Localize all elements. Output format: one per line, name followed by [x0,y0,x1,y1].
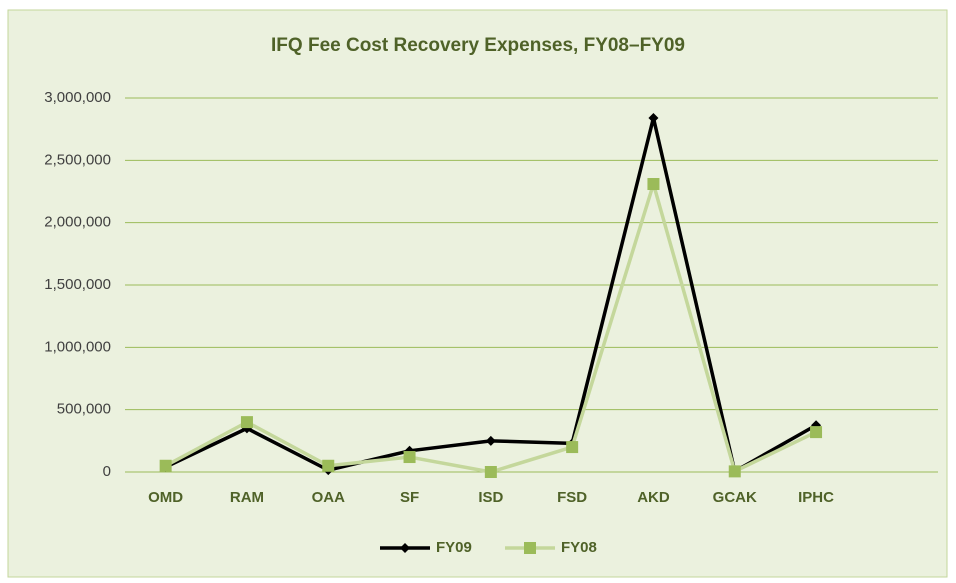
data-point [240,416,253,429]
y-tick-label: 1,000,000 [44,338,111,355]
data-point [810,426,823,439]
data-point [647,178,660,191]
data-point [159,459,172,472]
x-tick-label: GCAK [713,489,757,506]
chart-background [7,9,948,578]
x-tick-label: AKD [637,489,670,506]
y-tick-label: 500,000 [57,401,111,418]
chart-title: IFQ Fee Cost Recovery Expenses, FY08–FY0… [271,35,685,56]
x-tick-label: ISD [478,489,503,506]
data-point [485,435,496,446]
legend-label: FY08 [561,539,597,556]
x-tick-label: RAM [230,489,264,506]
legend-label: FY09 [436,539,472,556]
x-tick-label: OMD [148,489,183,506]
x-tick-label: FSD [557,489,587,506]
y-tick-label: 2,000,000 [44,214,111,231]
y-tick-label: 2,500,000 [44,151,111,168]
x-tick-label: IPHC [798,489,834,506]
data-point [484,466,497,478]
data-point [403,451,416,464]
data-point [648,112,659,123]
x-tick-label: OAA [312,489,346,506]
data-point [728,465,741,478]
data-point [322,459,335,472]
data-point [566,441,579,454]
x-tick-label: SF [400,489,419,506]
y-tick-label: 1,500,000 [44,276,111,293]
legend-marker [400,543,410,553]
y-tick-label: 3,000,000 [44,89,111,106]
legend-marker [524,542,536,554]
y-tick-label: 0 [103,463,111,480]
